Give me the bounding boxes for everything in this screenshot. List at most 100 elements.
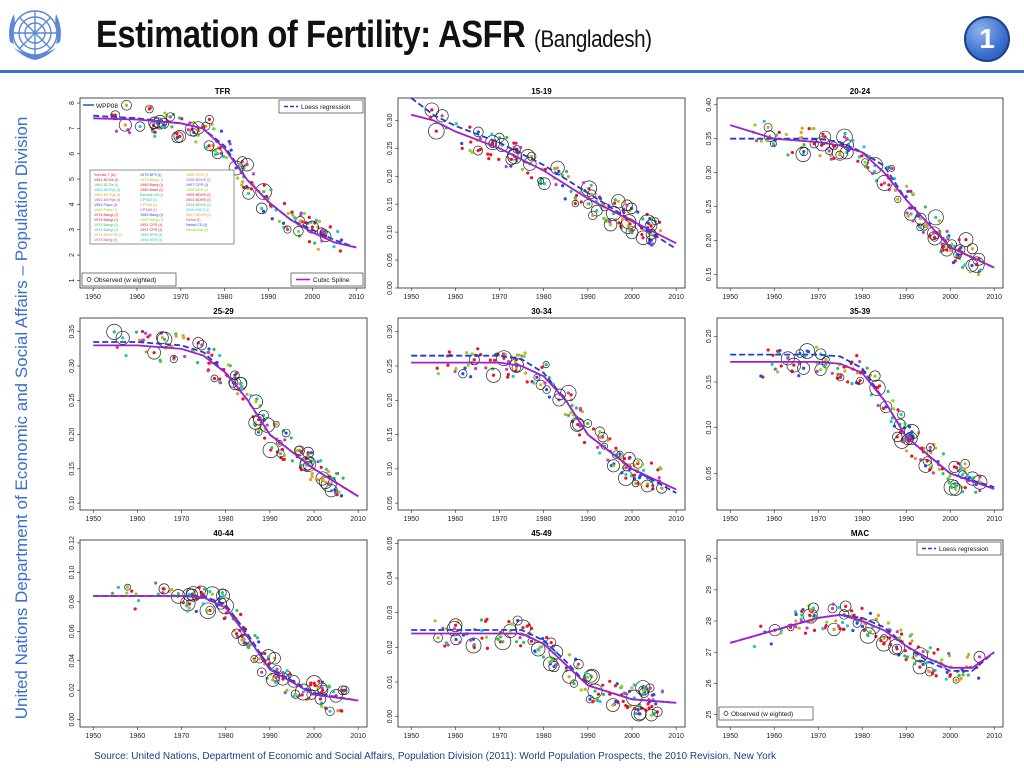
observed-point: [316, 460, 320, 464]
sources-legend-item: 2004 BDHS (I): [186, 203, 211, 207]
observed-weight-circle: [205, 605, 215, 615]
sources-legend-item: 1975 Bang (I): [140, 178, 164, 182]
observed-point: [812, 142, 816, 146]
sources-legend-item: 2001 BDHS (I): [186, 198, 211, 202]
sources-legend-item: 1999 BSR (I): [186, 188, 209, 192]
observed-weight-circle: [836, 373, 845, 382]
chart-panel-40-44: 40-44 1950 1960 1970 1980 1990 2000 2010 0.00 0.0…: [69, 529, 368, 740]
observed-point: [621, 699, 625, 703]
observed-point: [507, 620, 511, 624]
sources-legend-item: 1989 Bang (I): [140, 213, 164, 217]
observed-point: [307, 240, 312, 244]
observed-point: [524, 371, 528, 375]
observed-point: [239, 381, 243, 385]
legend-box: [81, 272, 177, 287]
observed-point: [606, 458, 610, 462]
y-tick-label: 0.35: [69, 325, 76, 339]
observed-point: [923, 205, 927, 209]
observed-point: [460, 141, 464, 146]
observed-point: [899, 628, 903, 632]
panel-title: 15-19: [531, 87, 552, 96]
observed-weight-circle: [799, 147, 809, 157]
observed-weight-circle: [786, 357, 802, 373]
observed-point: [238, 163, 242, 167]
observed-point: [620, 471, 624, 475]
observed-point: [552, 166, 557, 170]
observed-point: [586, 202, 590, 206]
observed-point: [612, 201, 617, 205]
sources-legend-item: 1975 Bang (I): [94, 238, 118, 242]
y-tick-label: 29: [706, 586, 713, 594]
observed-point: [972, 476, 976, 480]
observed-weight-circle: [914, 212, 927, 225]
observed-point: [211, 143, 215, 148]
observed-weight-circle: [839, 600, 852, 613]
observed-point: [134, 330, 139, 334]
x-tick-label: 2000: [624, 294, 640, 301]
observed-point: [245, 392, 249, 396]
observed-point: [569, 393, 573, 397]
observed-point: [824, 362, 828, 366]
observed-weight-circle: [902, 433, 914, 446]
observed-point: [146, 335, 150, 339]
y-tick-label: 1: [69, 278, 76, 282]
observed-point: [815, 369, 819, 374]
observed-weight-circle: [948, 460, 961, 473]
sources-legend-item: 1974 Bangl (I): [94, 213, 119, 217]
observed-point: [628, 704, 633, 708]
observed-point: [638, 482, 643, 486]
observed-point: [802, 143, 806, 147]
plot-frame: [79, 539, 368, 728]
observed-point: [560, 173, 564, 178]
observed-point: [886, 389, 890, 394]
observed-point: [281, 671, 285, 675]
observed-point: [776, 349, 780, 353]
y-tick-label: 0.04: [387, 571, 394, 585]
observed-point: [299, 468, 303, 472]
observed-weight-circle: [635, 230, 651, 245]
x-tick-label: 1950: [722, 516, 738, 523]
observed-point: [284, 431, 288, 435]
observed-point: [895, 647, 899, 651]
observed-point: [217, 380, 222, 384]
observed-point: [489, 153, 493, 157]
observed-point: [636, 467, 640, 471]
x-tick-label: 2010: [350, 733, 366, 740]
observed-point: [506, 372, 510, 377]
observed-point: [959, 676, 963, 681]
y-tick-label: 0.15: [706, 268, 713, 282]
observed-point: [620, 217, 625, 221]
observed-weight-circle: [325, 706, 335, 717]
observed-point: [324, 467, 328, 471]
observed-point: [434, 129, 438, 133]
observed-point: [469, 140, 473, 144]
observed-point: [821, 132, 825, 136]
observed-point: [963, 467, 967, 472]
observed-point: [257, 428, 261, 432]
observed-weight-circle: [182, 587, 196, 602]
legend-loess-label: Loess regression: [301, 104, 351, 111]
observed-point: [472, 645, 476, 650]
observed-point: [752, 644, 756, 649]
observed-point: [754, 139, 759, 143]
observed-point: [257, 657, 261, 661]
x-tick-label: 1960: [130, 516, 146, 523]
observed-point: [509, 164, 513, 168]
observed-point: [865, 366, 869, 370]
observed-point: [641, 688, 646, 693]
observed-point: [949, 482, 953, 486]
observed-point: [251, 172, 256, 176]
plot-frame: [79, 317, 368, 511]
observed-point: [904, 449, 909, 453]
header-rule: [0, 70, 1024, 73]
observed-point: [454, 366, 458, 371]
observed-weight-circle: [582, 672, 592, 682]
observed-weight-circle: [272, 420, 280, 428]
observed-point: [257, 640, 261, 644]
observed-point: [963, 485, 967, 490]
observed-point: [525, 624, 529, 628]
observed-point: [316, 477, 320, 482]
x-tick-label: 1980: [536, 516, 552, 523]
observed-point: [484, 635, 489, 639]
observed-point: [288, 672, 292, 676]
